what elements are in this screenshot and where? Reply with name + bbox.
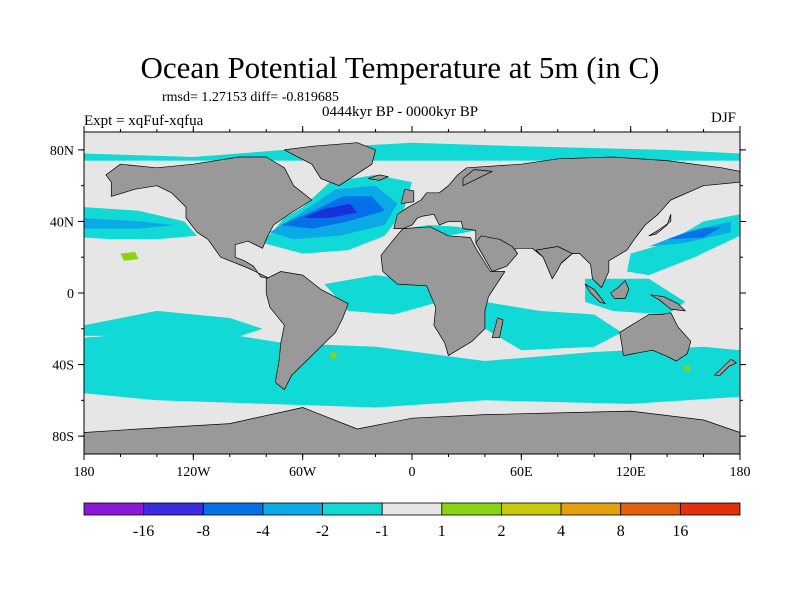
indian-ocean-cyan (484, 301, 622, 351)
japan (648, 213, 672, 237)
x-tick-label: 180 (730, 465, 751, 480)
colorbar: -16 -8 -4 -2 -1 1 2 4 8 16 (83, 502, 741, 540)
colorbar-label: 1 (438, 523, 446, 540)
land-layer (84, 142, 740, 454)
iceland (367, 174, 389, 181)
x-tick-label: 120E (616, 465, 646, 480)
colorbar-swatch (441, 502, 502, 516)
south-pacific-cyan (84, 310, 263, 340)
scandinavia-east (462, 169, 493, 187)
colorbar-label: -16 (133, 523, 154, 540)
south-america (265, 271, 349, 390)
chart-title: Ocean Potential Temperature at 5m (in C) (140, 50, 660, 85)
arctic-cyan (84, 142, 740, 161)
x-tick-label: 0 (409, 465, 416, 480)
anomaly-layer (84, 142, 740, 408)
colorbar-label: -1 (376, 523, 389, 540)
tick-layer: 180 120W 60W 0 60E 120E 180 80N 40N 0 40S 80S (50, 126, 751, 480)
north-pacific-blue (84, 217, 176, 229)
india (535, 246, 573, 280)
x-tick-label: 180 (74, 465, 95, 480)
indonesia-cyan (585, 278, 686, 315)
colorbar-swatch (381, 502, 443, 516)
x-tick-label: 60E (510, 465, 533, 480)
colorbar-label: 2 (498, 523, 506, 540)
kuroshio-core (667, 226, 722, 240)
colorbar-label: -2 (316, 523, 329, 540)
north-america (105, 156, 313, 280)
new-zealand (714, 358, 737, 376)
experiment-label: Expt = xqFuf-xqfua (84, 113, 204, 129)
colorbar-label: 8 (617, 523, 625, 540)
colorbar-swatch (620, 502, 681, 516)
australia-spot (683, 364, 691, 372)
season-label: DJF (711, 110, 737, 126)
antarctica (84, 407, 740, 454)
arabia (475, 235, 519, 272)
y-tick-label: 80N (50, 144, 74, 159)
y-tick-label: 40N (50, 215, 74, 230)
colorbar-swatch (262, 502, 323, 516)
pacific-warm-spot (120, 251, 139, 261)
australia (619, 312, 692, 362)
stats-label: rmsd= 1.27153 diff= -0.819685 (162, 90, 339, 105)
borneo (610, 280, 630, 299)
colorbar-swatch (322, 502, 383, 516)
sumatra (584, 283, 606, 305)
new-guinea (650, 294, 686, 312)
north-atlantic-dark (302, 203, 358, 218)
x-tick-label: 120W (176, 465, 211, 480)
colorbar-swatch (202, 502, 264, 516)
britain (400, 188, 415, 204)
south-atlantic-spot (330, 352, 338, 360)
colorbar-swatch (143, 502, 204, 516)
period-label: 0444kyr BP - 0000kyr BP (322, 104, 479, 120)
colorbar-label: -4 (256, 523, 269, 540)
africa (380, 226, 506, 356)
madagascar (491, 317, 504, 339)
greenland (284, 142, 376, 187)
colorbar-swatch (501, 502, 562, 516)
y-tick-label: 40S (52, 359, 74, 374)
colorbar-swatch (83, 502, 145, 516)
y-tick-label: 0 (67, 287, 74, 302)
y-tick-label: 80S (52, 430, 74, 445)
colorbar-swatch (560, 502, 622, 516)
colorbar-label: 16 (672, 523, 688, 540)
eurasia (393, 156, 740, 288)
colorbar-label: 4 (557, 523, 565, 540)
southern-ocean-band (84, 328, 740, 408)
colorbar-label: -8 (197, 523, 210, 540)
colorbar-swatch (679, 502, 741, 516)
x-tick-label: 60W (289, 465, 317, 480)
